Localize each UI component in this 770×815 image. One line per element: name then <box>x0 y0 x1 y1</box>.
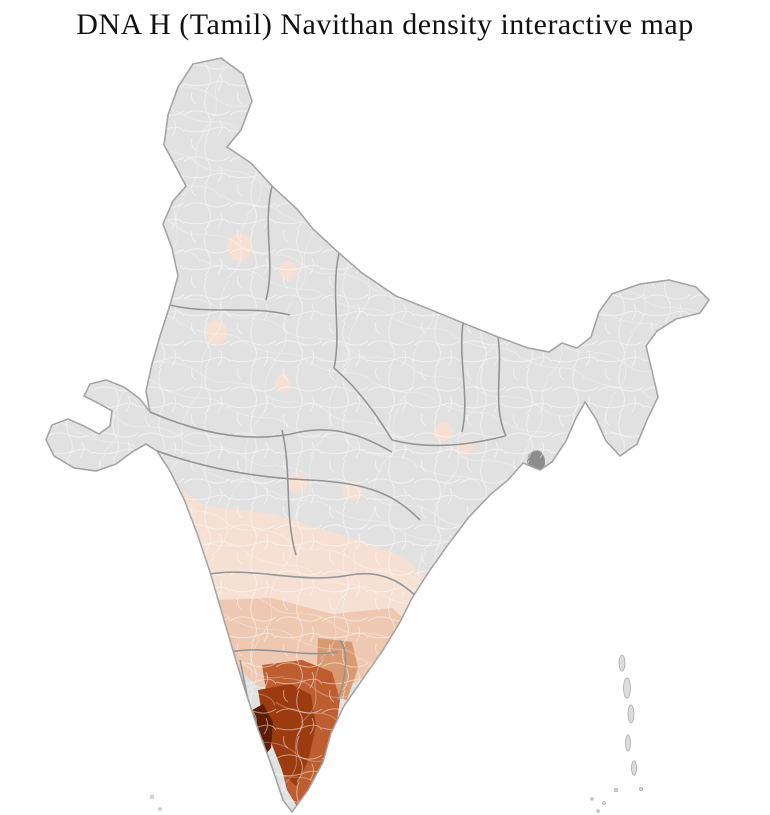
kutch-dark-area[interactable] <box>42 402 52 409</box>
india-landmass[interactable] <box>45 57 710 813</box>
page-title: DNA H (Tamil) Navithan density interacti… <box>76 8 694 41</box>
andaman-nicobar-islands[interactable] <box>590 654 644 813</box>
kolkata-dark-area[interactable] <box>527 450 545 474</box>
lakshadweep-islands[interactable] <box>150 795 162 811</box>
